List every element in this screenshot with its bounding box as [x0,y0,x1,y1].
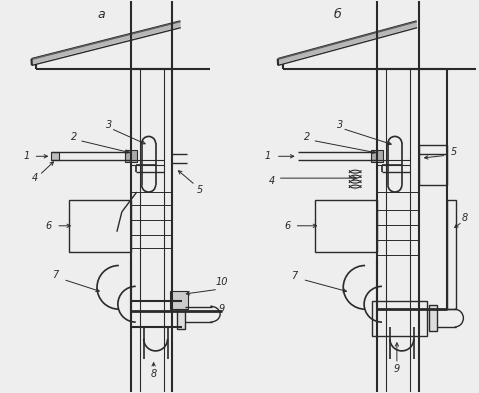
Text: 1: 1 [265,151,271,161]
Bar [371,151,383,162]
Text: а: а [97,8,105,21]
Bar [125,151,137,162]
Text: б: б [333,8,341,21]
Text: 3: 3 [337,119,343,130]
Bar [429,305,436,331]
Bar [372,301,427,336]
Text: 7: 7 [52,270,58,281]
Text: 7: 7 [292,272,298,281]
Text: 3: 3 [106,119,112,130]
Bar [177,299,185,329]
Text: 6: 6 [45,221,51,231]
Bar [446,200,456,309]
Bar [171,291,188,309]
Text: 10: 10 [216,277,228,287]
Text: 8: 8 [461,213,468,223]
Text: 2: 2 [71,132,77,142]
Text: 8: 8 [150,369,157,379]
Bar [316,200,377,252]
Text: 5: 5 [197,185,204,195]
Text: 1: 1 [23,151,30,161]
Text: 2: 2 [304,132,311,142]
Bar [51,152,59,160]
Text: 6: 6 [285,221,291,231]
Text: 9: 9 [394,364,400,374]
Text: 4: 4 [31,173,37,183]
Bar [69,200,131,252]
Text: 9: 9 [219,304,225,314]
Text: 4: 4 [269,176,275,186]
Text: 5: 5 [450,147,456,157]
Bar [419,145,446,185]
